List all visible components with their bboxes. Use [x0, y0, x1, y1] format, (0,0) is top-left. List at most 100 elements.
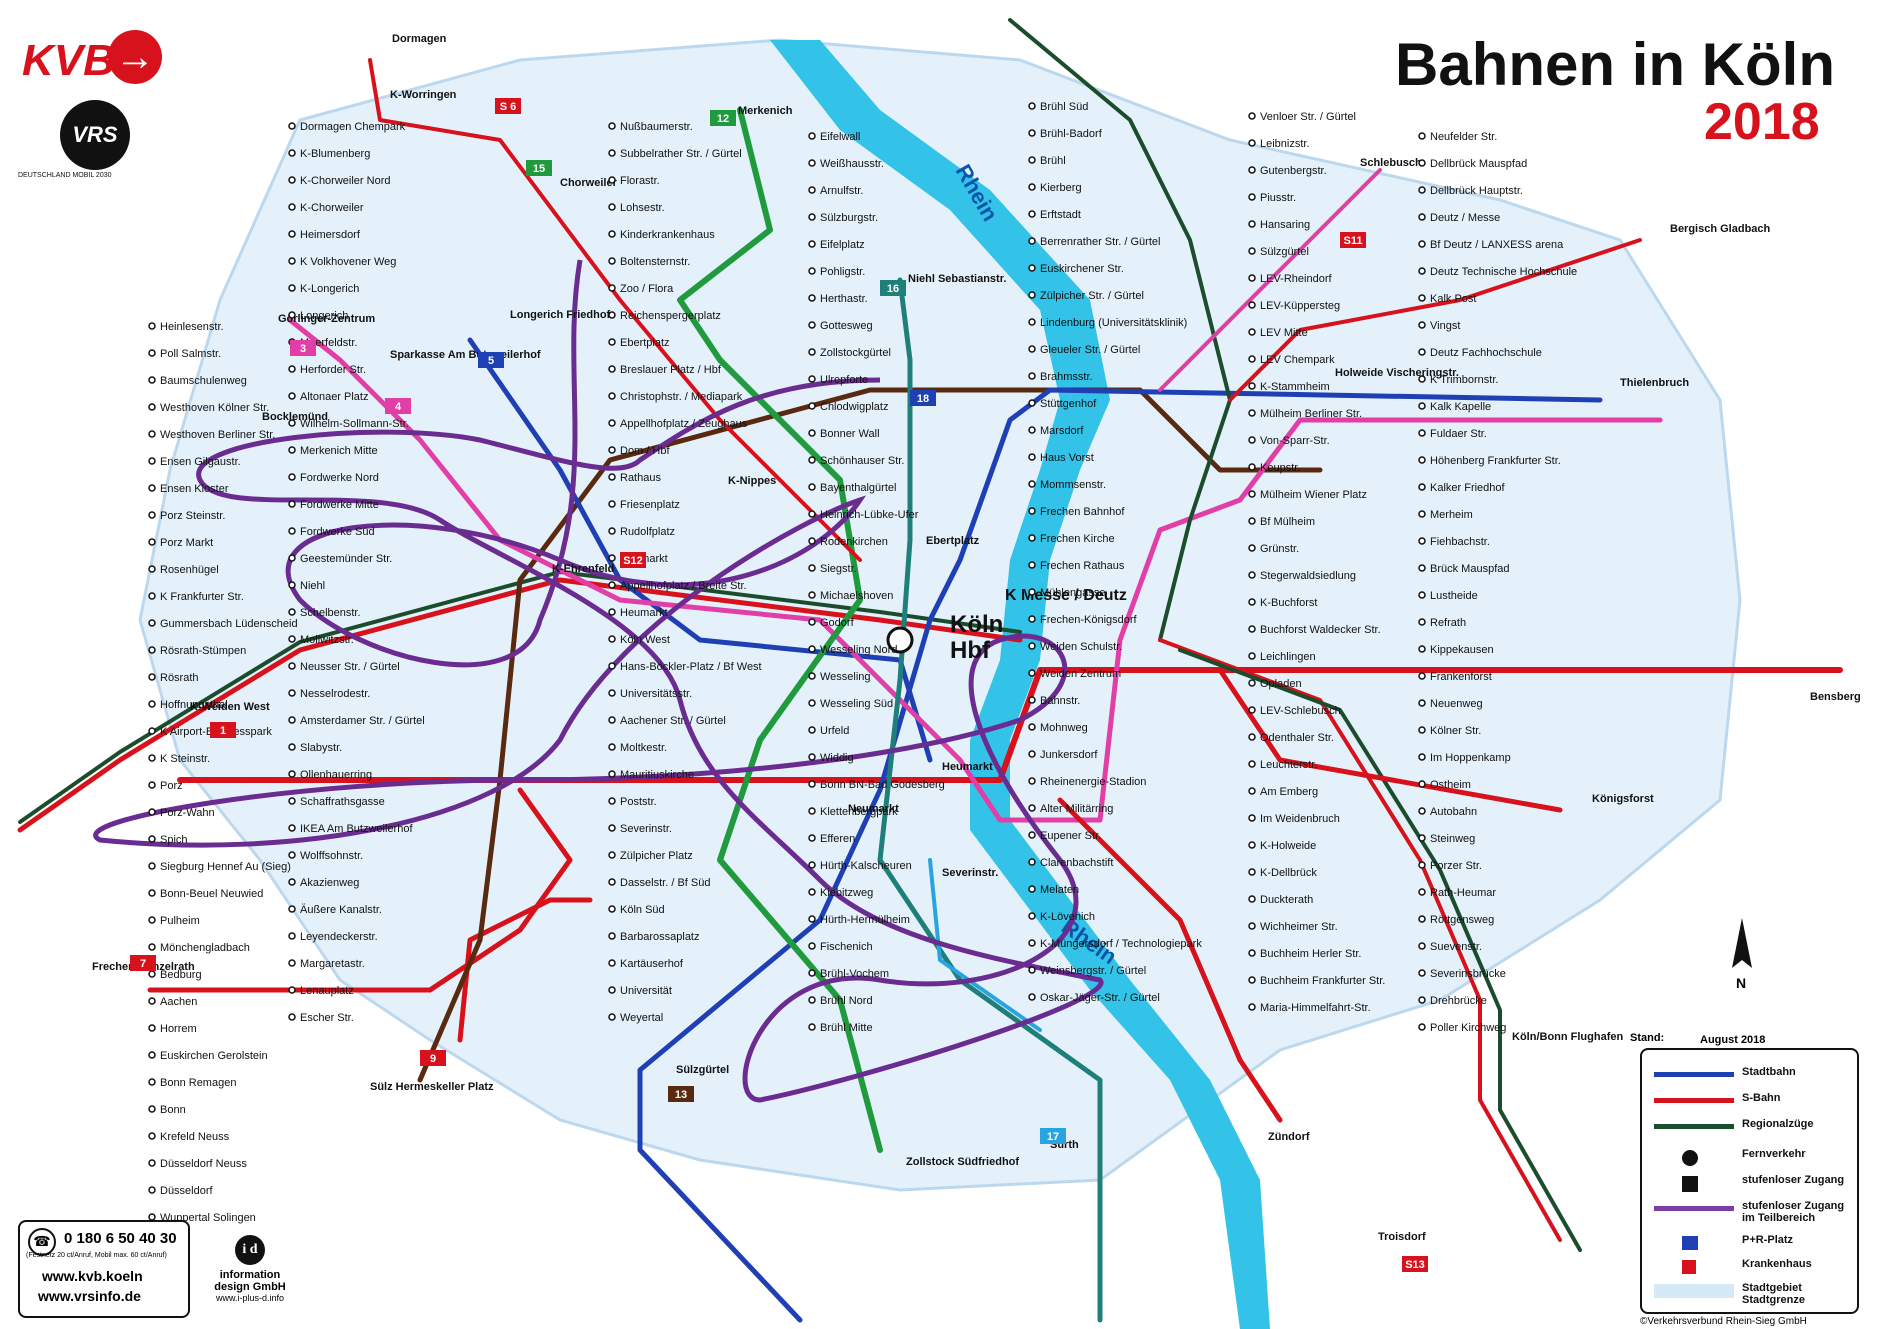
legend-stand-value: August 2018 — [1700, 1034, 1766, 1046]
station-dot — [1028, 831, 1036, 839]
station-dot — [288, 311, 296, 319]
contact-web-vrs[interactable]: www.vrsinfo.de — [38, 1288, 141, 1304]
station-label: Dormagen Chempark — [300, 121, 406, 133]
station-dot — [1418, 969, 1426, 977]
station-label: Deutz Technische Hochschule — [1430, 266, 1577, 278]
line-badge-bg — [290, 340, 316, 356]
station-label: Porzer Str. — [1430, 860, 1482, 872]
station-label: Westhoven Berliner Str. — [160, 429, 275, 441]
station-dot — [1028, 237, 1036, 245]
station-dot — [1248, 166, 1256, 174]
station-dot — [148, 349, 156, 357]
station-label: Mühlengasse — [1040, 587, 1105, 599]
legend-item: stufenloser Zugang — [1742, 1174, 1845, 1186]
station-dot — [808, 267, 816, 275]
design-line3[interactable]: www.i-plus-d.info — [215, 1293, 285, 1303]
station-dot — [148, 889, 156, 897]
station-label: Boltensternstr. — [620, 256, 690, 268]
station-dot — [148, 538, 156, 546]
contact-web-kvb[interactable]: www.kvb.koeln — [42, 1268, 143, 1284]
station-label: Severinsbrücke — [1430, 968, 1506, 980]
station-label: LEV-Rheindorf — [1260, 273, 1332, 285]
station-label: Ensen Kloster — [160, 483, 229, 495]
station-dot — [1418, 564, 1426, 572]
line-badge-bg — [1040, 1128, 1066, 1144]
station-dot — [1248, 112, 1256, 120]
wheelchair-icon — [1682, 1176, 1698, 1192]
line-1-east-west — [177, 667, 1843, 783]
station-dot — [808, 1023, 816, 1031]
station-dot — [608, 581, 616, 589]
station-dot — [1028, 561, 1036, 569]
station-dot — [148, 754, 156, 762]
station-label: Gottesweg — [820, 320, 873, 332]
station-dot — [288, 608, 296, 616]
phone-icon: ☎ — [28, 1228, 56, 1256]
design-line1: information — [219, 1269, 281, 1281]
station-label: Dellbrück Mauspfad — [1430, 158, 1527, 170]
station-dot — [1028, 750, 1036, 758]
station-label: Hürth-Hermülheim — [820, 914, 910, 926]
line-13-ring — [417, 387, 1323, 1083]
station-label: Slabystr. — [300, 742, 342, 754]
dm-logo-text: DEUTSCHLAND MOBIL 2030 — [18, 172, 112, 179]
station-label: Venloer Str. / Gürtel — [1260, 111, 1356, 123]
station-label: Appellhofplatz / Zeughaus — [620, 418, 748, 430]
station-dot — [288, 662, 296, 670]
station-dot — [808, 915, 816, 923]
station-label: Weiden Schulstr. — [1040, 641, 1122, 653]
line-badge-bg — [910, 390, 936, 406]
contact-phone[interactable]: 0 180 6 50 40 30 — [64, 1230, 177, 1247]
station-label: Weißhausstr. — [820, 158, 884, 170]
station-label: Heinlesenstr. — [160, 321, 224, 333]
line-s-bahn-east — [1158, 638, 1562, 1242]
station-label: Eupener Str. — [1040, 830, 1101, 842]
line-badge-bg — [620, 552, 646, 568]
station-dot — [1248, 1003, 1256, 1011]
station-dot — [1418, 456, 1426, 464]
legend-item: Stadtbahn — [1742, 1066, 1796, 1078]
station-label: Moltkestr. — [620, 742, 667, 754]
station-label: Wesseling Süd — [820, 698, 893, 710]
station-dot — [608, 905, 616, 913]
station-dot — [1028, 534, 1036, 542]
station-label: K-Dellbrück — [1260, 867, 1317, 879]
station-label: Michaelshoven — [820, 590, 893, 602]
station-label: Appellhofplatz / Breite Str. — [620, 580, 747, 592]
station-dot — [288, 851, 296, 859]
station-label: LEV Mitte — [1260, 327, 1308, 339]
line-s11-s6-north — [368, 58, 862, 562]
station-dot — [1418, 1023, 1426, 1031]
station-dot — [1028, 426, 1036, 434]
station-label: Refrath — [1430, 617, 1466, 629]
station-dot — [1028, 993, 1036, 1001]
station-dot — [148, 1159, 156, 1167]
station-label: Hans-Böckler-Platz / Bf West — [620, 661, 762, 673]
station-label: Kalker Friedhof — [1430, 482, 1506, 494]
line-17-cyan — [928, 858, 1042, 1032]
hub-label-koeln: Köln — [950, 611, 1003, 638]
station-label: Euskirchener Str. — [1040, 263, 1124, 275]
station-label: Oskar-Jäger-Str. / Gürtel — [1040, 992, 1160, 1004]
station-dot — [288, 149, 296, 157]
legend-swatch-partial-access — [1654, 1206, 1734, 1211]
station-label: Schelbenstr. — [300, 607, 361, 619]
line-7-east — [1057, 797, 1283, 1123]
line-badge-label: 17 — [1047, 1131, 1059, 1143]
station-label: Grünstr. — [1260, 543, 1299, 555]
line-badge-label: 9 — [430, 1053, 436, 1065]
terminal-label: Bensberg — [1810, 691, 1861, 703]
station-label: Fischenich — [820, 941, 873, 953]
station-label: Zollstockgürtel — [820, 347, 891, 359]
station-label: Drehbrücke — [1430, 995, 1487, 1007]
station-label: Ollenhauerring — [300, 769, 372, 781]
svg-text:N: N — [1736, 975, 1746, 991]
station-dot — [1248, 976, 1256, 984]
station-label: Mollwitzstr. — [300, 634, 354, 646]
station-label: Ensen Gilgaustr. — [160, 456, 241, 468]
station-label: K-Blumenberg — [300, 148, 370, 160]
station-label: Köln Süd — [620, 904, 665, 916]
station-dot — [148, 1078, 156, 1086]
station-dot — [148, 1051, 156, 1059]
